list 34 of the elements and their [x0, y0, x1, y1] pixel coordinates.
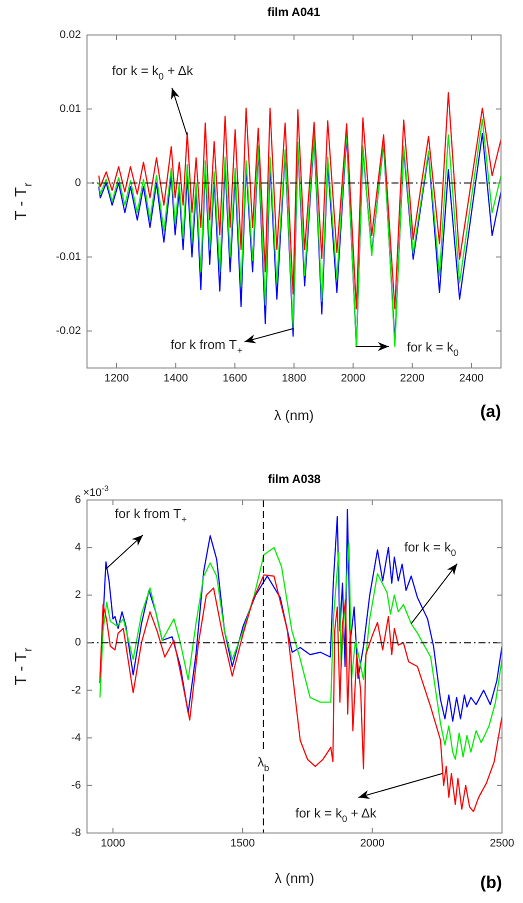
text: (a) [480, 402, 502, 421]
x-tick-label: 1000 [100, 838, 126, 850]
y-tick-label: -0.02 [56, 325, 81, 338]
y-tick-label: 6 [74, 494, 81, 506]
y-tick-label: -4 [71, 732, 81, 744]
x-tick-label: 1500 [230, 838, 255, 850]
x-tick-label: 1200 [104, 372, 129, 385]
y-tick-label: -8 [71, 827, 81, 840]
y-tick-label: -6 [71, 779, 81, 792]
x-tick-label: 2400 [459, 372, 484, 385]
chart-title: film A038 [268, 472, 322, 486]
x-tick-label: 1400 [163, 372, 188, 385]
x-tick-label: 2000 [360, 838, 385, 850]
x-tick-label: 1800 [282, 372, 306, 385]
y-tick-label: -2 [71, 684, 81, 696]
annotation: for k from T+ [114, 506, 187, 525]
y-tick-label: 2 [74, 589, 81, 602]
y-tick-label: 0 [74, 177, 81, 190]
y-axis-title: T - Tr [13, 182, 35, 220]
annotation: for k from T+ [170, 336, 243, 356]
y-tick-label: 0.01 [60, 103, 81, 116]
x-axis-title: λ (nm) [274, 870, 314, 886]
y-tick-label: 0.02 [60, 29, 81, 42]
y-tick-label: 4 [74, 542, 81, 554]
x-tick-label: 1600 [222, 372, 248, 385]
y-axis-title: T - Tr [13, 648, 35, 686]
y-tick-label: -0.01 [56, 251, 81, 264]
x-tick-label: 2200 [400, 372, 425, 385]
x-tick-label: 2000 [340, 372, 366, 385]
chart-title: film A041 [267, 5, 321, 19]
y-tick-label: 0 [74, 636, 81, 649]
text: (b) [480, 873, 502, 892]
x-axis-title: λ (nm) [274, 407, 314, 423]
x-tick-label: 2500 [490, 838, 514, 850]
